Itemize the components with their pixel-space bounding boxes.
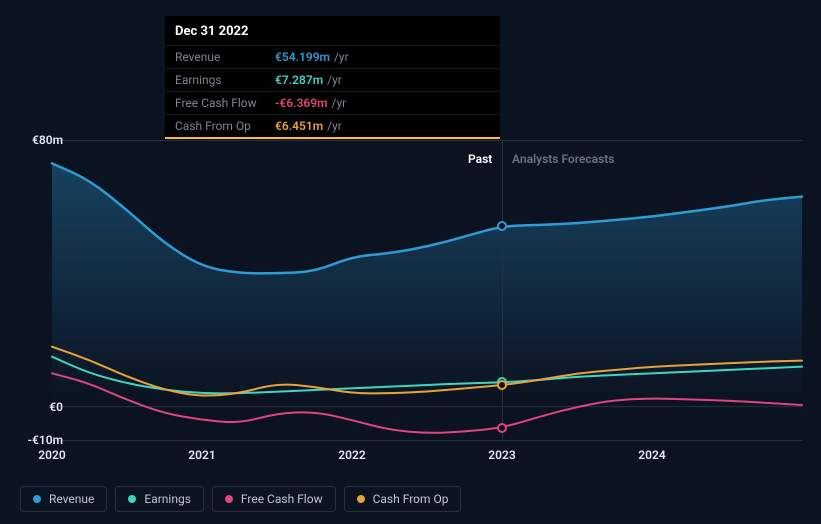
tooltip-row: Free Cash Flow -€6.369m /yr [165, 91, 500, 114]
tooltip-date: Dec 31 2022 [165, 16, 500, 45]
financial-chart: Past Analysts Forecasts €80m €0 -€10m 20… [0, 0, 821, 524]
legend-label: Free Cash Flow [241, 492, 323, 506]
y-tick-label: €0 [49, 400, 63, 414]
tooltip-row-value: €7.287m [275, 73, 323, 87]
y-tick-label: €80m [32, 133, 63, 147]
tooltip-row: Revenue €54.199m /yr [165, 45, 500, 68]
tooltip-row-unit: /yr [327, 119, 342, 133]
legend-dot-icon [225, 495, 233, 503]
x-tick-label: 2023 [488, 448, 515, 462]
tooltip-row-label: Revenue [175, 50, 275, 64]
legend-label: Earnings [144, 492, 191, 506]
plot-top-border [52, 140, 802, 141]
hover-marker [497, 380, 507, 390]
legend-item-fcf[interactable]: Free Cash Flow [212, 486, 336, 512]
x-tick-label: 2024 [638, 448, 665, 462]
tooltip-row-unit: /yr [327, 73, 342, 87]
x-tick-label: 2022 [338, 448, 365, 462]
tooltip-row-value: €6.451m [275, 119, 323, 133]
hover-marker [497, 423, 507, 433]
y-tick-label: -€10m [28, 433, 63, 447]
tooltip-row-unit: /yr [334, 50, 349, 64]
forecast-label: Analysts Forecasts [512, 152, 614, 166]
tooltip-row-unit: /yr [332, 96, 347, 110]
tooltip-row-value: -€6.369m [275, 96, 328, 110]
legend-dot-icon [128, 495, 136, 503]
legend-item-earnings[interactable]: Earnings [115, 486, 204, 512]
tooltip-row: Cash From Op €6.451m /yr [165, 114, 500, 137]
past-label: Past [468, 152, 492, 166]
legend-item-cfo[interactable]: Cash From Op [344, 486, 462, 512]
tooltip-row: Earnings €7.287m /yr [165, 68, 500, 91]
tooltip-row-label: Cash From Op [175, 119, 275, 133]
chart-svg [52, 140, 802, 440]
past-forecast-divider [502, 140, 503, 440]
legend-dot-icon [357, 495, 365, 503]
tooltip-row-value: €54.199m [275, 50, 330, 64]
tooltip-row-label: Free Cash Flow [175, 96, 275, 110]
x-tick-label: 2020 [38, 448, 65, 462]
plot-area[interactable] [52, 140, 802, 440]
legend: Revenue Earnings Free Cash Flow Cash Fro… [20, 486, 461, 512]
legend-item-revenue[interactable]: Revenue [20, 486, 107, 512]
legend-label: Cash From Op [373, 492, 449, 506]
legend-label: Revenue [49, 492, 94, 506]
plot-bottom-border [52, 440, 802, 441]
hover-marker [497, 221, 507, 231]
legend-dot-icon [33, 495, 41, 503]
tooltip-row-label: Earnings [175, 73, 275, 87]
hover-tooltip: Dec 31 2022 Revenue €54.199m /yr Earning… [165, 16, 500, 139]
x-tick-label: 2021 [188, 448, 215, 462]
